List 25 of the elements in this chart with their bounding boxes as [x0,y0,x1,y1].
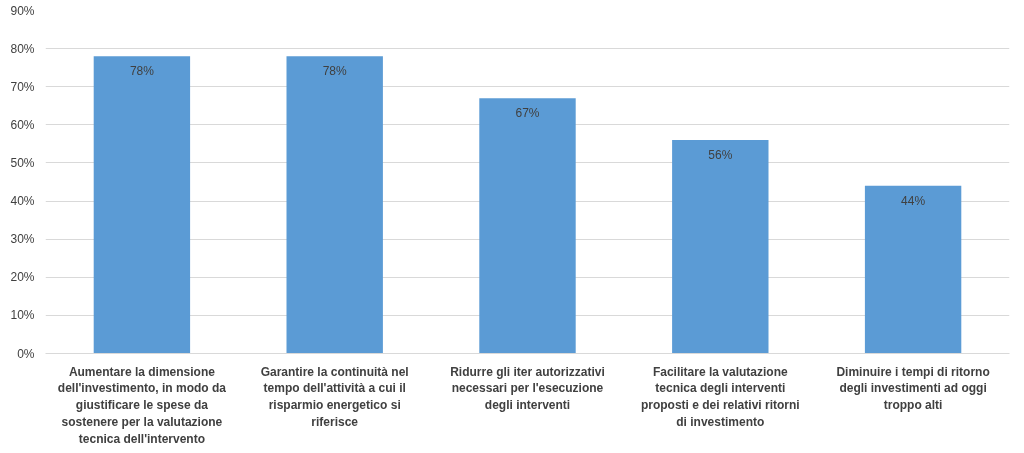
y-tick-label: 20% [10,270,35,285]
y-tick-label: 40% [10,194,35,209]
x-tick-label: Aumentare la dimensione dell'investimento, in modo da giustificare le spese da sostenere per la valutazione tecnica dell'intervento [57,364,227,446]
data-label: 56% [708,148,733,163]
x-tick-label: Ridurre gli iter autorizzativi necessari per l'esecuzione degli interventi [450,364,605,413]
y-tick-label: 90% [10,3,35,18]
y-tick-label: 60% [10,117,35,132]
x-tick-label: Facilitare la valutazione tecnica degli interventi proposti e dei relativi ritorni di investimento [640,364,800,429]
y-tick-label: 70% [10,79,35,94]
x-tick-label: Diminuire i tempi di ritorno degli investimenti ad oggi troppo alti [836,364,990,413]
bar [286,56,383,354]
bar [479,98,576,354]
y-tick-label: 80% [10,41,35,56]
data-label: 44% [901,193,926,208]
bar [864,185,962,354]
data-label: 78% [129,64,155,79]
y-tick-label: 50% [10,155,35,170]
y-tick-label: 0% [17,346,35,361]
bar [672,140,769,354]
data-label: 67% [515,106,540,121]
y-tick-label: 30% [10,232,35,247]
bar [93,56,191,354]
x-tick-label: Garantire la continuità nel tempo dell'attività a cui il risparmio energetico si riferisce [260,364,409,429]
y-tick-label: 10% [10,308,35,323]
data-label: 78% [322,64,348,79]
